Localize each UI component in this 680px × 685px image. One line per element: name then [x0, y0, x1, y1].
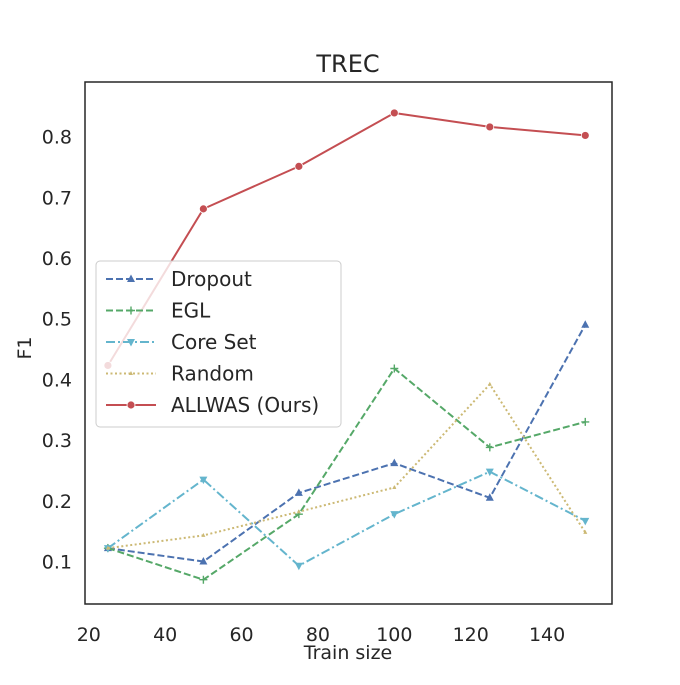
- series-line-core-set: [107, 470, 586, 567]
- data-point-allwas-ours: [198, 204, 208, 214]
- y-tick-label: 0.5: [42, 309, 72, 331]
- data-point-core-set: [581, 517, 590, 526]
- legend-marker-core-set: [127, 339, 135, 347]
- data-point-dropout: [199, 557, 208, 565]
- data-point-dropout: [390, 458, 399, 467]
- legend-marker-allwas-ours: [126, 400, 136, 410]
- x-tick-label: 80: [306, 624, 330, 646]
- legend: Dropout EGL Core Set Random ALLWAS (Ours): [95, 260, 342, 428]
- data-point-dropout: [485, 493, 494, 501]
- legend-item-core-set: Core Set: [106, 330, 257, 354]
- legend-marker-random: [129, 371, 133, 375]
- data-point-allwas-ours: [294, 161, 304, 171]
- legend-items: Dropout EGL Core Set Random ALLWAS (Ours): [106, 267, 319, 417]
- y-tick-label: 0.6: [42, 248, 72, 270]
- x-axis-ticks: 20 40 60 80 100 120 140: [77, 624, 565, 646]
- data-point-dropout: [294, 488, 303, 496]
- legend-label-core-set: Core Set: [171, 330, 257, 354]
- x-tick-label: 120: [453, 624, 489, 646]
- data-point-allwas-ours: [485, 122, 495, 132]
- x-axis-label: Train size: [303, 642, 392, 664]
- series-line-egl: [107, 367, 586, 581]
- y-axis-ticks: 0.1 0.2 0.3 0.4 0.5 0.6 0.7 0.8: [42, 127, 72, 574]
- y-axis-label: F1: [14, 336, 36, 359]
- x-tick-label: 60: [229, 624, 253, 646]
- legend-marker-egl: [127, 306, 135, 315]
- legend-marker-dropout: [127, 274, 135, 282]
- data-point-random: [392, 484, 397, 489]
- chart-title: TREC: [315, 50, 379, 78]
- data-point-allwas-ours: [389, 108, 399, 118]
- legend-item-egl: EGL: [106, 299, 211, 323]
- data-point-core-set: [294, 562, 303, 571]
- legend-item-random: Random: [106, 362, 254, 386]
- y-tick-label: 0.7: [42, 187, 72, 209]
- legend-label-dropout: Dropout: [171, 267, 252, 291]
- data-point-random: [201, 532, 206, 537]
- data-point-random: [105, 545, 110, 550]
- data-point-dropout: [581, 320, 590, 328]
- legend-item-dropout: Dropout: [106, 267, 252, 291]
- y-tick-label: 0.1: [42, 552, 72, 574]
- data-point-core-set: [199, 476, 208, 485]
- series-random: [105, 381, 588, 550]
- y-tick-label: 0.4: [42, 369, 72, 391]
- series-core-set: [103, 468, 590, 571]
- x-tick-label: 140: [529, 624, 565, 646]
- data-point-random: [583, 529, 588, 534]
- data-point-random: [487, 381, 492, 386]
- data-point-core-set: [485, 468, 494, 477]
- x-tick-label: 100: [376, 624, 412, 646]
- data-point-egl: [485, 443, 494, 452]
- data-point-egl: [390, 364, 399, 373]
- legend-label-allwas-ours: ALLWAS (Ours): [171, 393, 319, 417]
- data-point-random: [296, 509, 301, 514]
- legend-item-allwas-ours: ALLWAS (Ours): [106, 393, 319, 417]
- series-line-dropout: [107, 324, 587, 563]
- plot-frame: [84, 81, 613, 605]
- legend-label-egl: EGL: [171, 299, 211, 323]
- y-tick-label: 0.8: [42, 127, 72, 149]
- data-point-egl: [199, 575, 208, 584]
- y-tick-label: 0.3: [42, 430, 72, 452]
- data-point-egl: [581, 417, 590, 426]
- series-line-allwas-ours: [107, 111, 586, 366]
- y-tick-label: 0.2: [42, 491, 72, 513]
- data-point-core-set: [390, 511, 399, 519]
- series-line-random: [107, 383, 587, 550]
- legend-label-random: Random: [171, 362, 254, 386]
- data-point-allwas-ours: [580, 131, 590, 140]
- x-tick-label: 40: [153, 624, 177, 646]
- legend-box: [95, 260, 342, 428]
- x-tick-label: 20: [77, 624, 101, 646]
